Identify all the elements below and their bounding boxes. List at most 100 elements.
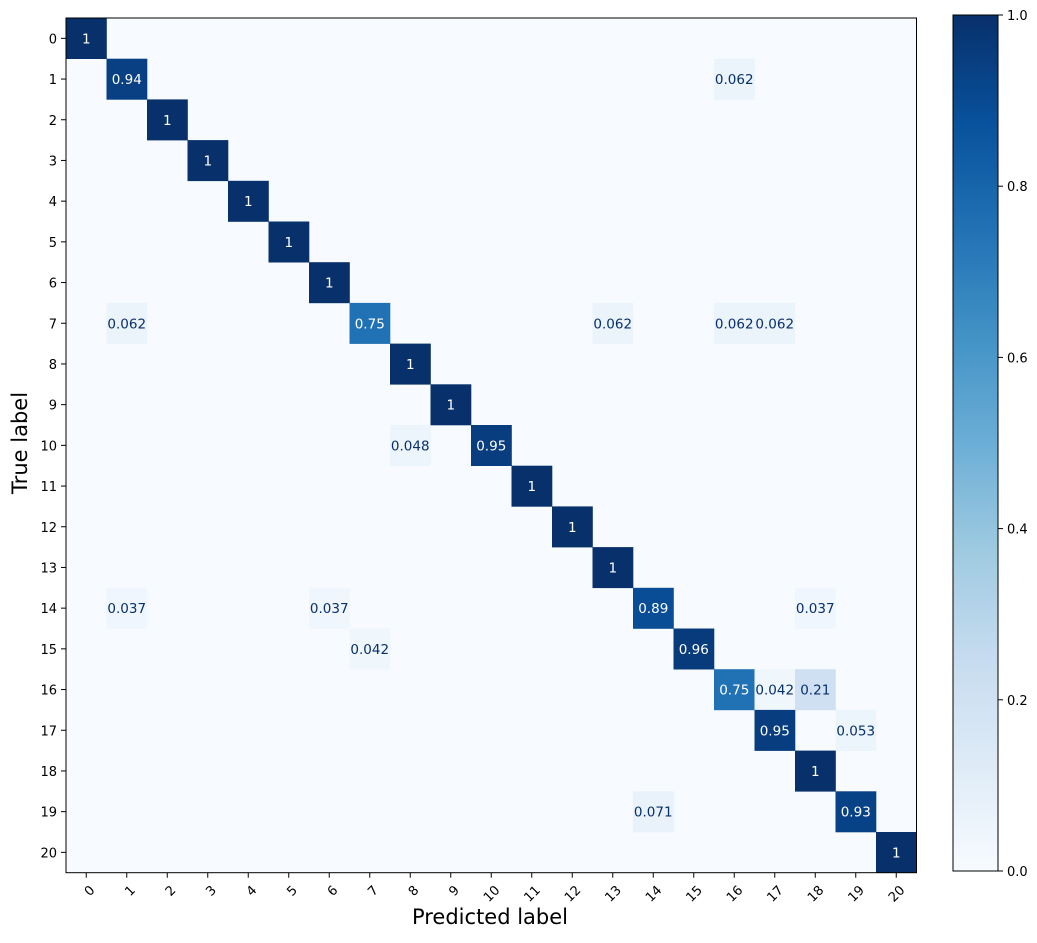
heatmap-cell-r10-c8 xyxy=(390,425,431,466)
matrix-cells xyxy=(66,18,917,873)
cell-value-label-r19-c14: 0.071 xyxy=(634,805,673,821)
heatmap-cell-r14-c14 xyxy=(633,587,674,629)
cell-value-label-r14-c1: 0.037 xyxy=(107,601,146,617)
heatmap-cell-r17-c19 xyxy=(835,709,877,751)
heatmap-cell-r14-c18 xyxy=(795,587,836,629)
x-tick-label-6: 6 xyxy=(325,883,341,899)
heatmap-cell-r18-c18 xyxy=(795,750,836,792)
cell-value-label-r14-c18: 0.037 xyxy=(796,601,835,617)
y-tick-label-7: 7 xyxy=(49,317,57,332)
y-tick-label-15: 15 xyxy=(40,643,57,658)
cell-value-label-r20-c20: 1 xyxy=(892,845,901,861)
heatmap-cell-r19-c14 xyxy=(633,791,674,833)
colorbar-ticks: 0.0 0.2 0.4 0.6 0.8 1.0 xyxy=(998,9,1028,880)
heatmap-cell-r1-c1 xyxy=(106,58,148,100)
x-tick-label-1: 1 xyxy=(122,883,138,899)
x-tick-label-8: 8 xyxy=(406,883,422,899)
heatmap-cell-r16-c18 xyxy=(795,669,836,711)
cell-value-label-r14-c14: 0.89 xyxy=(638,601,668,617)
cell-value-label-r2-c2: 1 xyxy=(163,113,172,129)
heatmap-cell-r16-c16 xyxy=(714,669,755,711)
heatmap-cell-r11-c11 xyxy=(511,465,553,507)
colorbar-tick-label-4: 0.8 xyxy=(1007,180,1028,195)
x-tick-label-10: 10 xyxy=(481,883,503,905)
cell-value-label-r19-c19: 0.93 xyxy=(841,805,871,821)
x-tick-label-15: 15 xyxy=(683,883,705,905)
x-tick-label-0: 0 xyxy=(82,883,98,899)
y-tick-label-17: 17 xyxy=(40,724,57,739)
x-tick-label-12: 12 xyxy=(562,883,584,905)
colorbar-tick-label-5: 1.0 xyxy=(1007,9,1028,24)
x-tick-label-14: 14 xyxy=(643,883,665,905)
heatmap-cell-r20-c20 xyxy=(876,832,917,873)
cell-value-label-r1-c16: 0.062 xyxy=(715,72,754,88)
cell-value-label-r15-c7: 0.042 xyxy=(350,642,389,658)
y-tick-label-20: 20 xyxy=(40,846,57,861)
heatmap-cell-r16-c17 xyxy=(754,669,796,711)
cell-value-label-r1-c1: 0.94 xyxy=(112,72,142,88)
y-tick-label-14: 14 xyxy=(40,602,57,617)
heatmap-cell-r2-c2 xyxy=(147,99,188,141)
heatmap-cell-r12-c12 xyxy=(552,506,593,548)
cell-value-label-r14-c6: 0.037 xyxy=(310,601,349,617)
colorbar-tick-label-2: 0.4 xyxy=(1007,523,1028,538)
heatmap-cell-r6-c6 xyxy=(309,262,350,304)
cell-value-label-r16-c16: 0.75 xyxy=(719,683,749,699)
heatmap-cell-r7-c13 xyxy=(592,302,634,344)
heatmap-cell-r0-c0 xyxy=(66,18,107,59)
cell-value-label-r12-c12: 1 xyxy=(568,520,577,536)
heatmap-cell-r13-c13 xyxy=(592,547,634,589)
y-tick-label-6: 6 xyxy=(49,277,57,292)
heatmap-cell-r3-c3 xyxy=(187,140,229,182)
x-tick-label-13: 13 xyxy=(602,883,624,905)
heatmap-cell-r1-c16 xyxy=(714,58,755,100)
x-tick-label-18: 18 xyxy=(805,883,827,905)
x-tick-label-5: 5 xyxy=(284,883,300,899)
x-tick-label-11: 11 xyxy=(521,883,543,905)
cell-value-label-r13-c13: 1 xyxy=(608,560,617,576)
y-tick-label-10: 10 xyxy=(40,439,57,454)
heatmap-cell-r19-c19 xyxy=(835,791,877,833)
heatmap-cell-r15-c7 xyxy=(349,628,391,670)
cell-value-label-r7-c13: 0.062 xyxy=(593,316,632,332)
cell-value-label-r7-c7: 0.75 xyxy=(355,316,385,332)
cell-value-label-r16-c17: 0.042 xyxy=(755,683,794,699)
matrix-frame xyxy=(65,17,917,874)
cell-value-label-r18-c18: 1 xyxy=(811,764,820,780)
y-tick-label-13: 13 xyxy=(40,561,57,576)
y-tick-label-19: 19 xyxy=(40,806,57,821)
heatmap-cell-r7-c16 xyxy=(714,302,755,344)
y-tick-label-2: 2 xyxy=(49,114,57,129)
y-tick-label-8: 8 xyxy=(49,358,57,373)
x-tick-label-4: 4 xyxy=(244,883,260,899)
colorbar-tick-label-0: 0.0 xyxy=(1007,865,1028,880)
cell-value-label-r17-c19: 0.053 xyxy=(836,723,875,739)
colorbar-tick-label-1: 0.2 xyxy=(1007,694,1028,709)
cell-value-label-r7-c17: 0.062 xyxy=(755,316,794,332)
y-tick-label-5: 5 xyxy=(49,236,57,251)
heatmap-cell-r5-c5 xyxy=(268,221,310,263)
cell-value-label-r10-c8: 0.048 xyxy=(391,438,430,454)
heatmap-cell-r17-c17 xyxy=(754,709,796,751)
x-tick-label-7: 7 xyxy=(365,883,381,899)
heatmap-cell-r7-c7 xyxy=(349,302,391,344)
heatmap-cell-r14-c1 xyxy=(106,587,148,629)
y-axis-title: True label xyxy=(8,392,32,495)
y-tick-label-12: 12 xyxy=(40,521,57,536)
colorbar-gradient xyxy=(952,14,999,872)
cell-value-label-r7-c1: 0.062 xyxy=(107,316,146,332)
x-tick-label-9: 9 xyxy=(446,883,462,899)
x-tick-label-2: 2 xyxy=(163,883,179,899)
cell-value-label-r8-c8: 1 xyxy=(406,357,415,373)
heatmap-cell-r7-c17 xyxy=(754,302,796,344)
cell-value-label-r0-c0: 1 xyxy=(82,31,91,47)
y-tick-label-1: 1 xyxy=(49,73,57,88)
cell-value-label-r5-c5: 1 xyxy=(284,235,293,251)
x-axis-title: Predicted label xyxy=(412,905,568,929)
x-tick-label-3: 3 xyxy=(203,883,219,899)
cell-value-label-r6-c6: 1 xyxy=(325,276,334,292)
y-tick-label-4: 4 xyxy=(49,195,57,210)
x-tick-label-16: 16 xyxy=(724,883,746,905)
x-tick-label-17: 17 xyxy=(764,883,786,905)
